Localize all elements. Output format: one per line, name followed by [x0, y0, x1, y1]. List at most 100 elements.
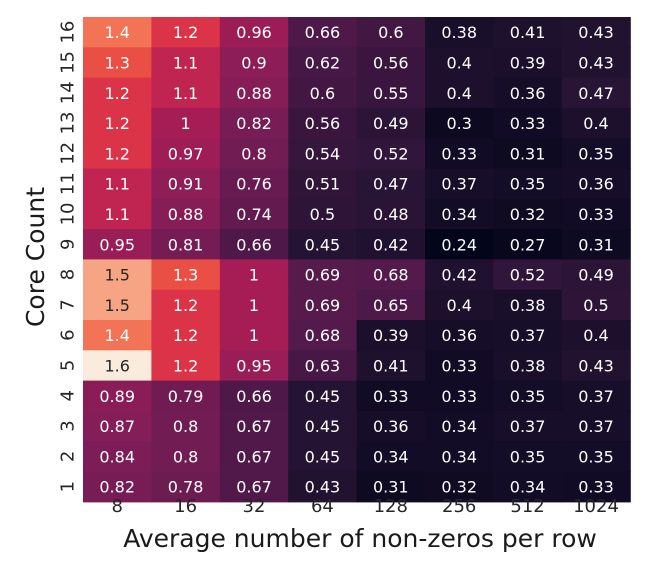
heatmap-cell [356, 441, 426, 473]
heatmap-cell [493, 77, 563, 109]
heatmap-cell [356, 168, 426, 200]
y-tick-label: 16 [58, 21, 79, 44]
cell-value-label: 0.67 [236, 478, 272, 497]
heatmap-cell [493, 198, 563, 230]
cell-value-label: 0.34 [441, 447, 477, 466]
cell-value-label: 1.2 [104, 144, 129, 163]
heatmap-cell [219, 168, 289, 200]
cell-value-label: 0.8 [241, 144, 266, 163]
heatmap-cell [288, 168, 358, 200]
heatmap-cell [425, 441, 494, 473]
cell-value-label: 0.45 [305, 235, 341, 254]
heatmap-cell [151, 107, 221, 139]
y-tick-label: 11 [58, 172, 79, 195]
cell-value-label: 1.6 [104, 356, 129, 375]
heatmap-cell [219, 229, 289, 260]
cell-value-label: 0.8 [173, 447, 198, 466]
cell-value-label: 0.89 [99, 387, 135, 406]
cell-value-label: 0.34 [373, 447, 409, 466]
heatmap-cell [151, 168, 221, 200]
heatmap-cell [425, 138, 494, 170]
cell-value-label: 0.43 [578, 53, 614, 72]
heatmap-cell [219, 259, 289, 291]
cell-value-label: 0.48 [373, 205, 409, 224]
y-tick-label: 8 [58, 269, 79, 280]
cell-value-label: 0.34 [441, 205, 477, 224]
heatmap-cell [493, 380, 563, 412]
heatmap-cell [493, 168, 563, 200]
cell-value-label: 0.62 [305, 53, 341, 72]
heatmap-cell [425, 289, 494, 321]
cell-value-label: 0.45 [305, 447, 341, 466]
heatmap-cell [356, 471, 426, 503]
cell-value-label: 0.49 [373, 114, 409, 133]
y-tick-label: 2 [58, 451, 79, 462]
cell-value-label: 0.3 [446, 114, 471, 133]
heatmap-cell [288, 198, 358, 230]
cell-value-label: 0.33 [441, 387, 477, 406]
y-tick-label: 10 [58, 202, 79, 225]
heatmap-cell [83, 168, 152, 200]
heatmap-cell [425, 350, 494, 382]
y-tick-label: 14 [58, 81, 79, 104]
cell-value-label: 0.37 [510, 326, 546, 345]
cell-value-label: 0.8 [173, 417, 198, 436]
heatmap-cell [288, 17, 358, 48]
heatmap-cell [561, 289, 631, 321]
x-tick-label: 128 [374, 496, 408, 517]
cell-value-label: 0.78 [168, 478, 204, 497]
y-tick-label: 1 [58, 481, 79, 492]
cell-value-label: 0.36 [578, 175, 614, 194]
cell-labels: 1.4 1.2 0.96 0.66 0.6 0.38 0.41 0.431.3 1.1 0.9 0.… [99, 23, 614, 497]
cell-value-label: 1.5 [104, 266, 129, 285]
cell-value-label: 0.36 [510, 84, 546, 103]
heatmap-cell [561, 410, 631, 442]
cell-value-label: 0.36 [441, 326, 477, 345]
cell-value-label: 0.43 [305, 478, 341, 497]
cell-value-label: 0.4 [446, 53, 471, 72]
heatmap-cells [83, 17, 631, 503]
heatmap-cell [83, 441, 152, 473]
cell-value-label: 1 [249, 326, 259, 345]
heatmap-cell [151, 320, 221, 351]
cell-value-label: 1.2 [173, 356, 198, 375]
heatmap-cell [356, 410, 426, 442]
cell-value-label: 0.79 [168, 387, 204, 406]
cell-value-label: 0.36 [373, 417, 409, 436]
cell-value-label: 0.88 [168, 205, 204, 224]
cell-value-label: 0.34 [510, 478, 546, 497]
cell-value-label: 0.35 [510, 387, 546, 406]
heatmap-cell [493, 17, 563, 48]
heatmap-cell [219, 289, 289, 321]
x-tick-label: 32 [243, 496, 266, 517]
cell-value-label: 1.1 [104, 175, 129, 194]
cell-value-label: 0.9 [241, 53, 266, 72]
cell-value-label: 0.68 [373, 266, 409, 285]
cell-value-label: 0.42 [441, 266, 477, 285]
heatmap-cell [356, 107, 426, 139]
heatmap-cell [288, 350, 358, 382]
x-tick-label: 16 [174, 496, 197, 517]
y-tick-label: 4 [58, 390, 79, 401]
cell-value-label: 0.95 [99, 235, 135, 254]
heatmap-cell [219, 138, 289, 170]
heatmap-cell [151, 138, 221, 170]
cell-value-label: 0.37 [510, 417, 546, 436]
cell-value-label: 0.37 [578, 417, 614, 436]
cell-value-label: 1.1 [173, 53, 198, 72]
cell-value-label: 0.69 [305, 296, 341, 315]
y-tick-label: 6 [58, 329, 79, 340]
cell-value-label: 0.47 [578, 84, 614, 103]
cell-value-label: 1.4 [104, 23, 129, 42]
heatmap-cell [356, 350, 426, 382]
cell-value-label: 0.97 [168, 144, 204, 163]
heatmap-cell [288, 410, 358, 442]
heatmap-cell [425, 107, 494, 139]
cell-value-label: 0.81 [168, 235, 204, 254]
heatmap-cell [561, 441, 631, 473]
cell-value-label: 0.63 [305, 356, 341, 375]
cell-value-label: 0.52 [510, 266, 546, 285]
heatmap-cell [356, 229, 426, 260]
y-tick-label: 5 [58, 360, 79, 371]
heatmap-cell [83, 259, 152, 291]
